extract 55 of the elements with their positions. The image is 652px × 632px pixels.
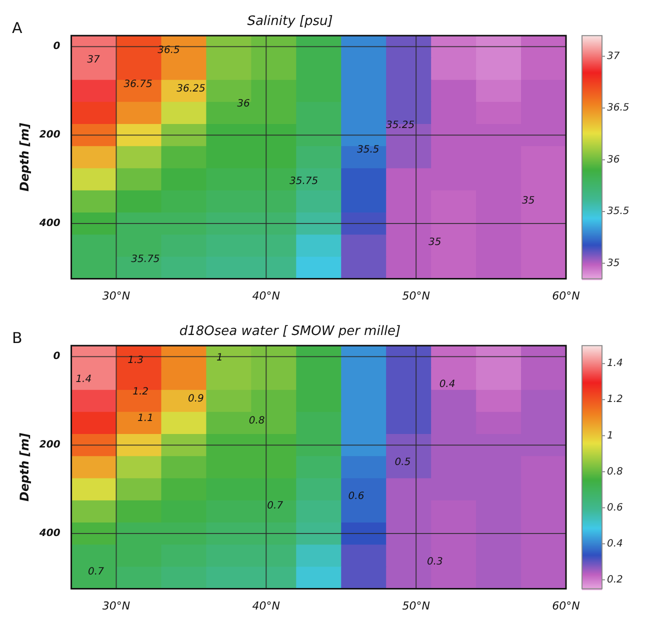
annotation: 35: [428, 236, 442, 248]
annotation: 36.25: [176, 84, 206, 95]
annotation: 1.1: [138, 413, 154, 424]
y-tick-label: 0: [53, 41, 60, 52]
annotation: 0.4: [439, 379, 456, 390]
annotation: 0.7: [88, 566, 105, 578]
color-bar-label: 0.4: [607, 538, 623, 550]
chart-title: Salinity [psu]: [247, 14, 333, 30]
x-tick-label: 40°N: [252, 599, 280, 612]
x-tick-label: 40°N: [252, 289, 280, 302]
annotation: 35.75: [289, 176, 318, 188]
color-bar-label: 37: [607, 50, 620, 62]
color-bar-label: 36: [607, 154, 620, 166]
x-tick-label: 60°N: [552, 289, 580, 302]
color-bar-label: 0.2: [607, 574, 623, 586]
text: A: [12, 18, 23, 37]
y-axis-title: Depth [m]: [17, 122, 32, 192]
color-bar-label: 35.5: [607, 206, 630, 218]
color-bar-label: 35: [607, 258, 620, 269]
annotation: 0.5: [394, 456, 411, 468]
annotation: 1.3: [128, 354, 144, 366]
annotation: 0.7: [267, 500, 284, 512]
color-bar-label: 1: [607, 430, 614, 442]
annotation: 35.75: [131, 254, 160, 265]
annotation: 0.6: [348, 490, 364, 502]
annotation: 1.4: [76, 374, 92, 386]
x-tick-label: 50°N: [402, 599, 430, 612]
y-tick-label: 200: [39, 440, 60, 451]
color-bar-label: 0.8: [607, 466, 623, 478]
y-axis-title: Depth [m]: [17, 432, 32, 502]
color-bar-label: 0.6: [607, 502, 623, 514]
text: B: [12, 328, 22, 347]
y-tick-label: 200: [39, 130, 60, 141]
y-tick-label: 0: [53, 351, 60, 362]
annotation: 35: [522, 196, 535, 207]
annotation: 37: [87, 54, 101, 66]
annotation: 0.8: [248, 416, 265, 427]
annotation: 35.5: [356, 144, 380, 156]
annotation: 36.75: [124, 78, 152, 90]
annotation: 35.25: [386, 120, 415, 132]
x-tick-label: 50°N: [402, 289, 430, 302]
annotation: 0.3: [426, 556, 443, 568]
color-bar-label: 36.5: [607, 102, 630, 114]
annotation: 36.5: [158, 44, 180, 56]
annotation: 0.9: [188, 394, 204, 405]
color-bar-label: 1.4: [607, 358, 623, 370]
x-tick-label: 60°N: [552, 599, 580, 612]
chart-title: d18Osea water [ SMOW per mille]: [179, 324, 401, 340]
y-tick-label: 400: [38, 528, 60, 540]
y-tick-label: 400: [38, 218, 60, 230]
x-tick-label: 30°N: [102, 599, 130, 612]
color-bar-label: 1.2: [607, 394, 623, 406]
annotation: 36: [237, 98, 250, 110]
x-tick-label: 30°N: [102, 289, 130, 302]
annotation: 1.2: [132, 386, 148, 398]
